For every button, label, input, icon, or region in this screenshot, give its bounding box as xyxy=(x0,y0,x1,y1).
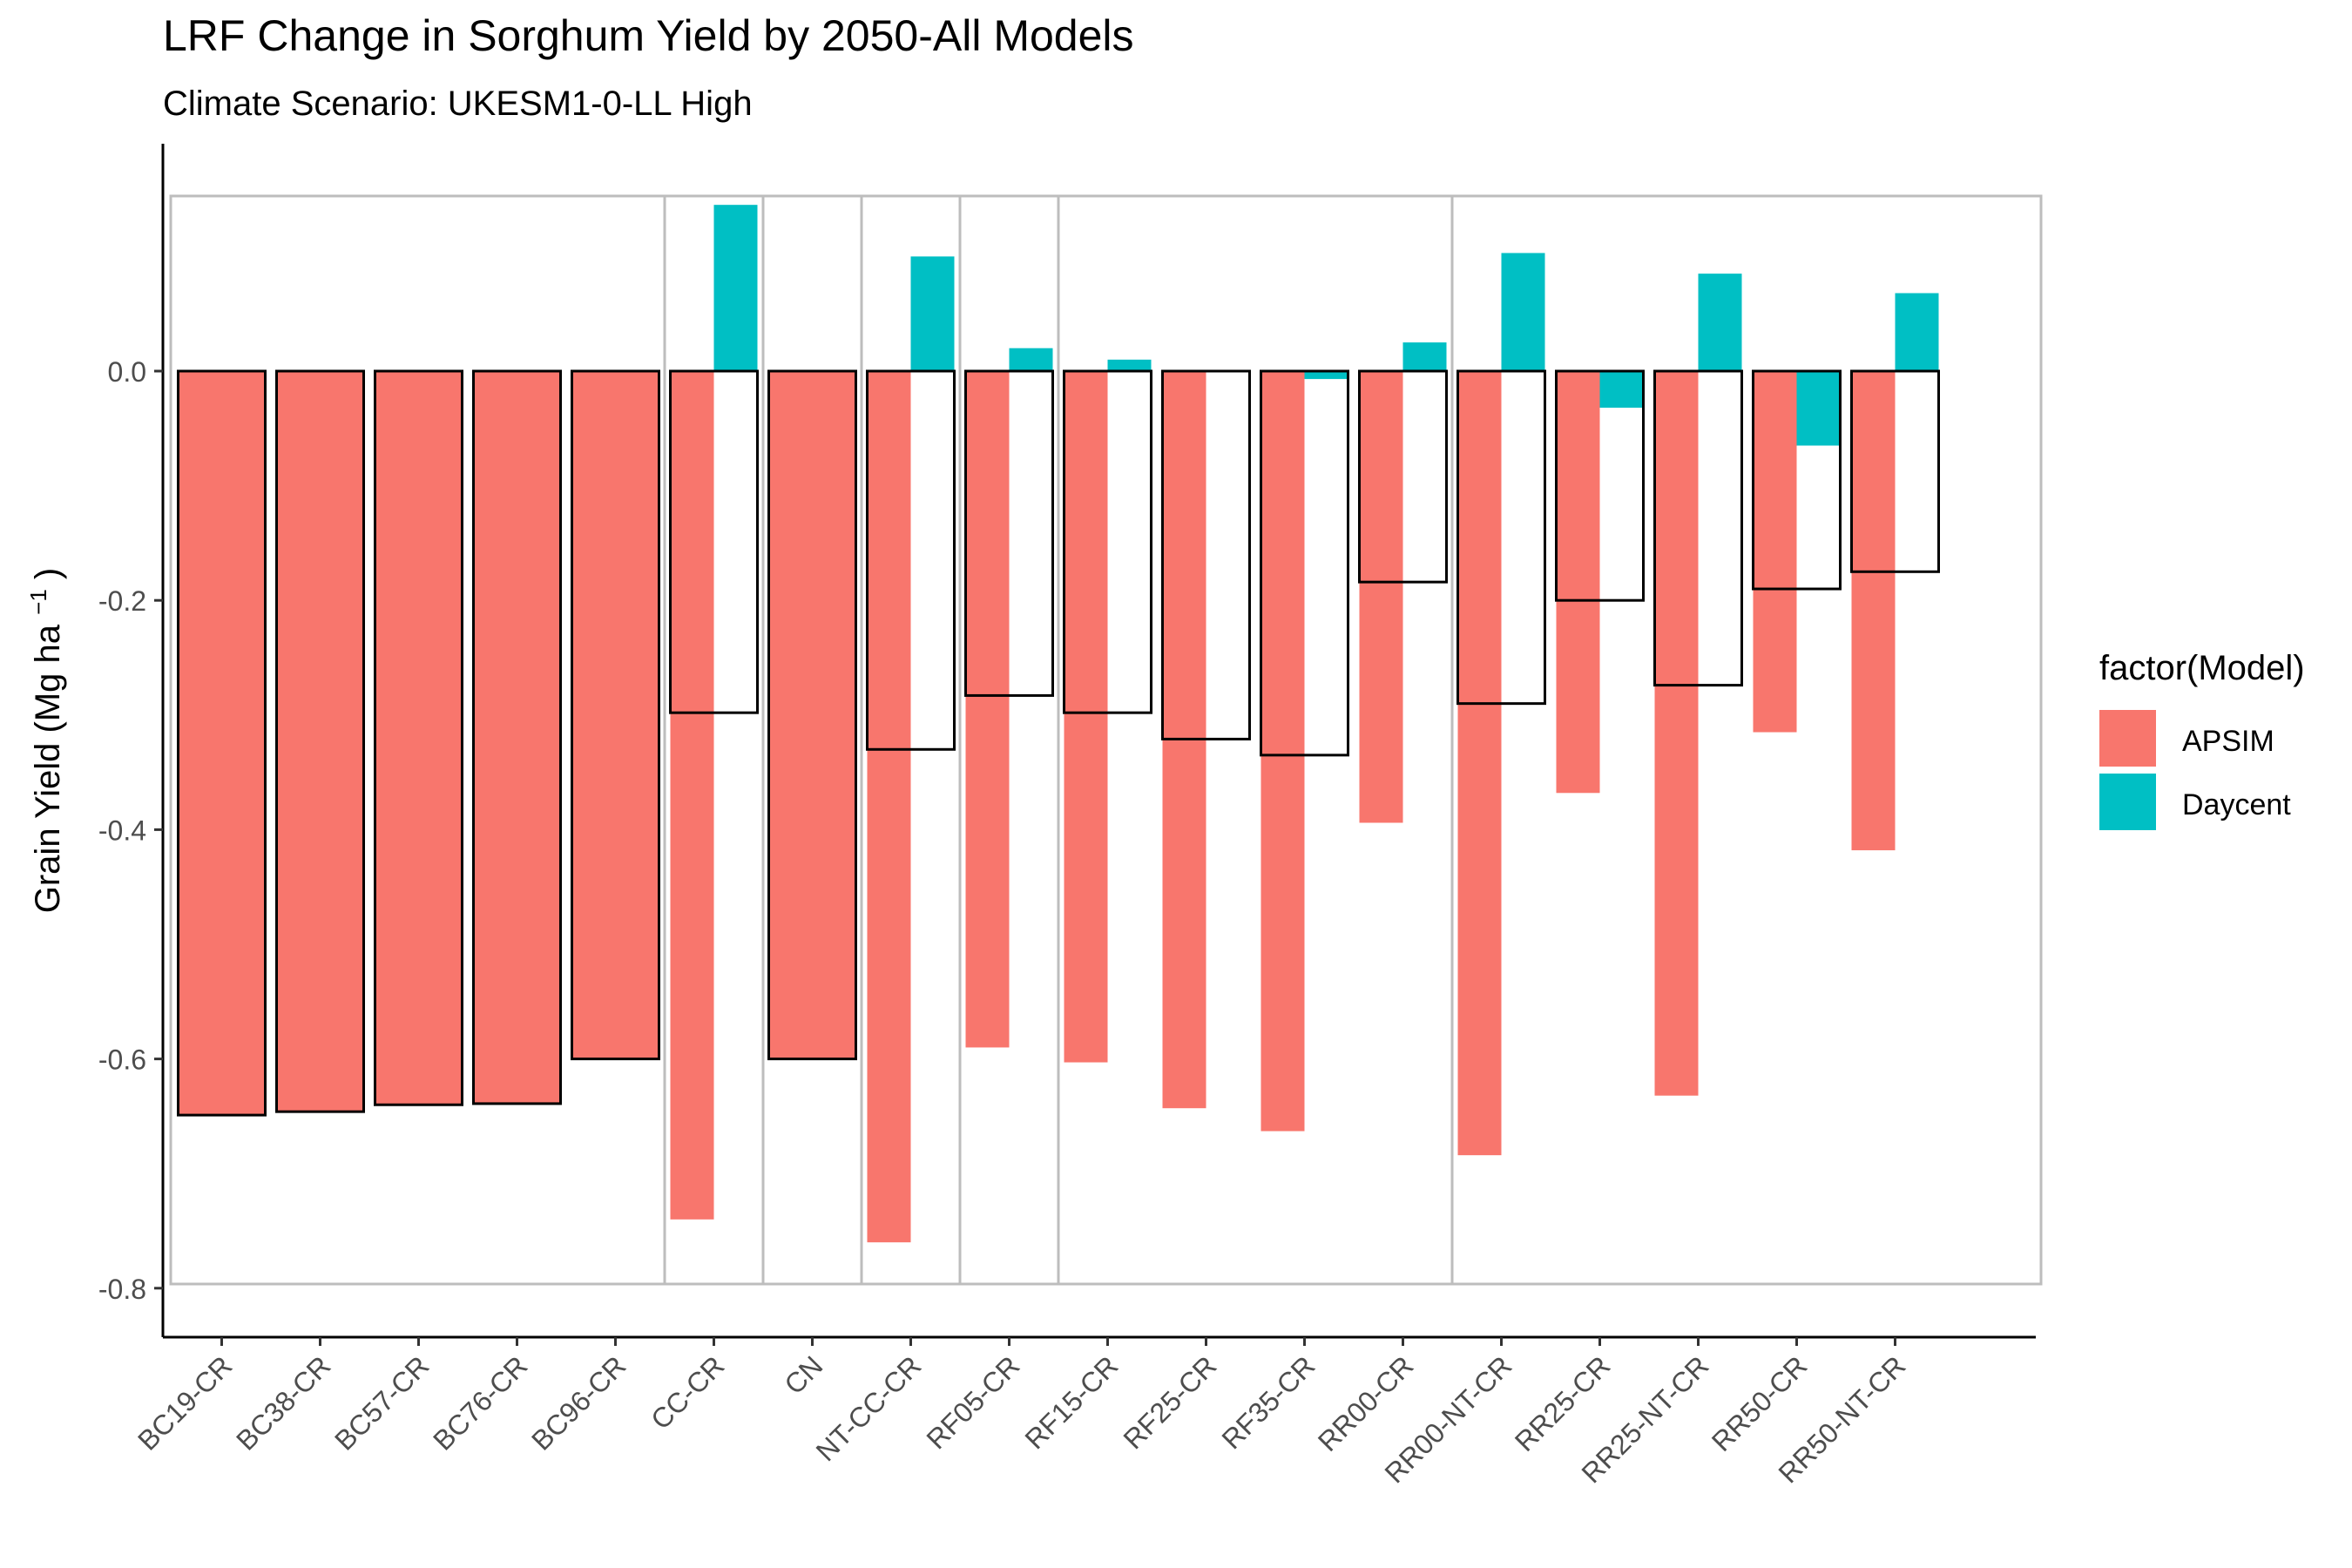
bar-daycent-rr00-cr xyxy=(1402,342,1447,371)
legend-label-daycent: Daycent xyxy=(2182,788,2291,821)
y-tick-label: 0.0 xyxy=(108,356,146,388)
x-tick-label: RF25-CR xyxy=(1117,1349,1222,1455)
x-tick-label: BC19-CR xyxy=(132,1349,238,1456)
bar-apsim-rr00-nt-cr xyxy=(1457,371,1502,1156)
legend: factor(Model) APSIM Daycent xyxy=(2099,649,2305,830)
bar-outline-rr00-cr xyxy=(1358,369,1448,584)
plot-panel xyxy=(169,194,2043,1286)
bar-outline-cc-cr xyxy=(669,369,759,714)
axes-layer xyxy=(161,144,2036,1339)
x-tick-label: RF35-CR xyxy=(1215,1349,1321,1455)
x-tick-label: RF15-CR xyxy=(1018,1349,1124,1455)
bar-apsim-rf35-cr xyxy=(1260,371,1305,1132)
legend-label-apsim: APSIM xyxy=(2182,725,2274,758)
x-tick-label: BC57-CR xyxy=(328,1349,435,1456)
bar-apsim-rr50-cr xyxy=(1753,371,1797,733)
chart-subtitle: Climate Scenario: UKESM1-0-LL High xyxy=(163,84,753,123)
y-tick-label: -0.6 xyxy=(98,1044,146,1076)
y-axis-label-superscript: −1 xyxy=(25,589,51,615)
bar-fill-rr50-nt-cr xyxy=(1895,371,1939,572)
chart-title: LRF Change in Sorghum Yield by 2050-All … xyxy=(163,11,1134,60)
bar-daycent-rr50-nt-cr xyxy=(1895,293,1939,371)
bar-fill-rf05-cr xyxy=(1009,371,1053,696)
bar-outline-rf25-cr xyxy=(1161,369,1251,740)
bar-apsim-rr50-nt-cr xyxy=(1851,371,1896,851)
bar-combined-bc57-cr xyxy=(374,369,463,1106)
bar-apsim-rf15-cr xyxy=(1064,371,1108,1063)
bar-fill-rr25-nt-cr xyxy=(1698,371,1742,686)
x-tick-label: BC38-CR xyxy=(230,1349,336,1456)
bar-combined-bc38-cr xyxy=(275,369,365,1113)
bar-daycent-rf35-cr xyxy=(1304,371,1348,380)
y-tick-label: -0.8 xyxy=(98,1274,146,1305)
bar-apsim-rr00-cr xyxy=(1359,371,1403,823)
x-tick-label: BC96-CR xyxy=(525,1349,632,1456)
x-tick-label: CN xyxy=(778,1349,828,1400)
bar-fill-rr00-cr xyxy=(1402,371,1447,583)
y-axis-label-text: Grain Yield (Mg ha xyxy=(29,624,67,913)
x-tick-label: NT-CC-CR xyxy=(810,1349,928,1467)
bar-apsim-nt-cc-cr xyxy=(867,371,911,1243)
bar-outline-rr50-cr xyxy=(1752,369,1842,591)
y-axis-label: Grain Yield (Mg ha −1 ) xyxy=(25,568,67,914)
bar-apsim-rf05-cr xyxy=(965,371,1010,1048)
bar-fill-rf35-cr xyxy=(1304,379,1348,755)
bar-daycent-rr25-cr xyxy=(1599,371,1644,409)
bar-fill-cc-cr xyxy=(713,371,758,713)
bar-daycent-rr25-nt-cr xyxy=(1698,274,1742,371)
y-axis-label-close: ) xyxy=(29,568,67,579)
bar-combined-bc96-cr xyxy=(571,369,660,1061)
bar-outline-rf35-cr xyxy=(1260,369,1349,757)
legend-swatch-daycent xyxy=(2099,774,2156,830)
bar-apsim-rr25-cr xyxy=(1556,371,1600,794)
bar-fill-rr25-cr xyxy=(1599,408,1644,601)
bar-outline-nt-cc-cr xyxy=(866,369,956,751)
bar-apsim-rr25-nt-cr xyxy=(1654,371,1699,1096)
bar-apsim-cc-cr xyxy=(670,371,714,1220)
bar-combined-bc19-cr xyxy=(177,369,267,1117)
bar-daycent-rf15-cr xyxy=(1107,359,1152,371)
x-tick-label: CC-CR xyxy=(645,1349,730,1435)
y-tick-label: -0.2 xyxy=(98,585,146,617)
bar-combined-bc76-cr xyxy=(472,369,562,1105)
bar-daycent-nt-cc-cr xyxy=(910,256,955,371)
y-ticks: 0.0 -0.2 -0.4 -0.6 -0.8 xyxy=(98,356,163,1305)
bar-fill-rr50-cr xyxy=(1796,445,1841,590)
legend-swatch-apsim xyxy=(2099,710,2156,767)
bar-daycent-rf05-cr xyxy=(1009,348,1053,371)
bar-fill-rf25-cr xyxy=(1206,371,1250,740)
bar-daycent-rr00-nt-cr xyxy=(1501,253,1545,371)
bar-combined-cn xyxy=(767,369,857,1061)
bar-outline-rr25-nt-cr xyxy=(1653,369,1743,687)
bar-outline-rr50-nt-cr xyxy=(1850,369,1940,573)
bar-outline-rr25-cr xyxy=(1555,369,1645,602)
panel-border xyxy=(169,194,2043,1286)
legend-title: factor(Model) xyxy=(2099,649,2305,687)
y-tick-label: -0.4 xyxy=(98,814,146,846)
bar-outline-rf05-cr xyxy=(964,369,1054,697)
bar-fill-nt-cc-cr xyxy=(910,371,955,750)
bar-outline-rf15-cr xyxy=(1063,369,1152,714)
bars-layer xyxy=(177,205,1940,1243)
bar-daycent-cc-cr xyxy=(713,205,758,371)
x-tick-label: RF05-CR xyxy=(920,1349,1025,1455)
bar-fill-rr00-nt-cr xyxy=(1501,371,1545,704)
bar-daycent-rr50-cr xyxy=(1796,371,1841,446)
bar-fill-rf15-cr xyxy=(1107,371,1152,713)
bar-outline-rr00-nt-cr xyxy=(1456,369,1546,706)
x-tick-label: BC76-CR xyxy=(427,1349,533,1456)
